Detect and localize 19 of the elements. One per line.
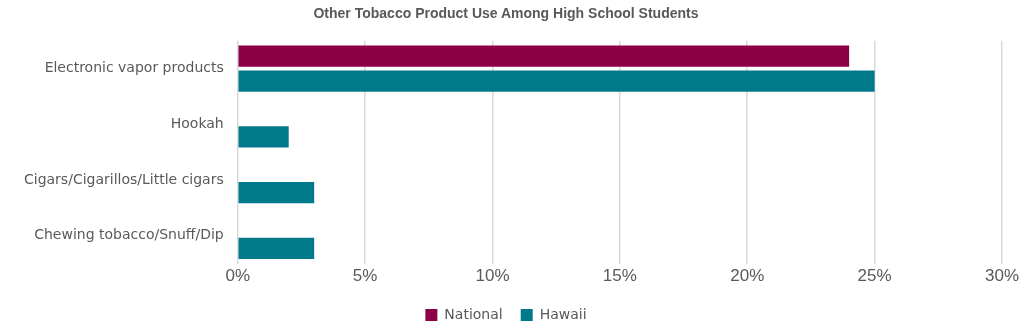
x-tick-label: 20% — [730, 266, 765, 286]
y-tick-label: Cigars/Cigarillos/Little cigars — [23, 170, 224, 187]
y-tick-label: Electronic vapor products — [44, 59, 224, 76]
bar — [238, 181, 315, 204]
y-tick-label: Hookah — [170, 114, 224, 131]
bar — [238, 237, 315, 259]
bar — [238, 45, 850, 67]
legend-label: Hawaii — [539, 305, 587, 322]
bar — [238, 70, 875, 92]
x-tick-label: 15% — [602, 266, 637, 286]
x-tick-label: 30% — [984, 266, 1019, 286]
y-tick-label: Chewing tobacco/Snuff/Dip — [34, 226, 224, 243]
chart-title: Other Tobacco Product Use Among High School Students — [313, 5, 699, 22]
x-tick-label: 5% — [352, 266, 378, 286]
x-tick-label: 10% — [475, 266, 510, 286]
bar — [238, 126, 289, 148]
x-tick-label: 0% — [225, 266, 251, 286]
x-tick-label: 25% — [857, 266, 892, 286]
legend-label: National — [444, 305, 503, 322]
